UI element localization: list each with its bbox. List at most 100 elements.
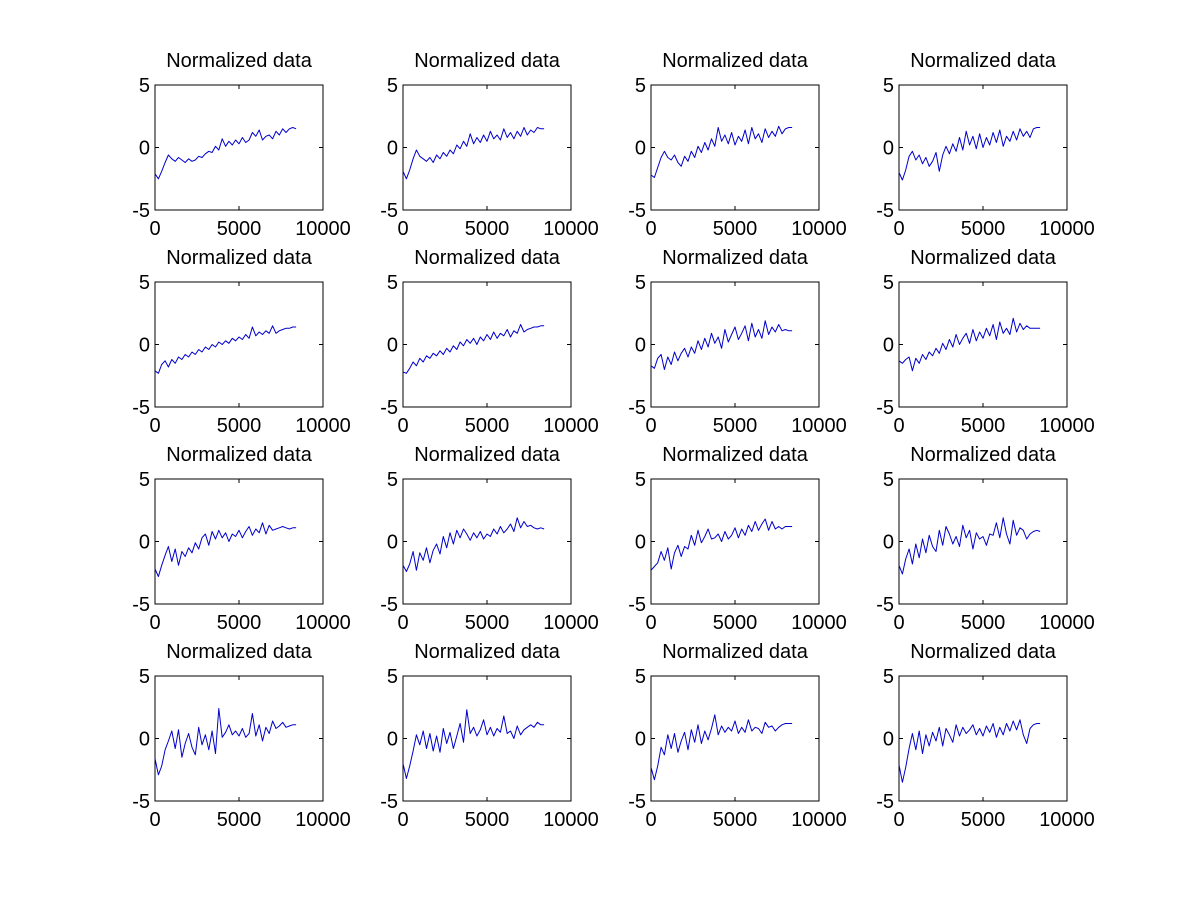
y-tick-label: 5 xyxy=(635,75,646,97)
axes-frame xyxy=(402,84,572,211)
y-tick-label: 0 xyxy=(139,532,150,554)
axes-frame xyxy=(898,281,1068,408)
series-line xyxy=(650,320,793,370)
x-tick-label: 10000 xyxy=(791,809,847,831)
x-tick-label: 0 xyxy=(149,612,160,634)
subplot-title: Normalized data xyxy=(166,50,313,72)
x-tick-label: 0 xyxy=(645,218,656,240)
x-tick-label: 5000 xyxy=(713,612,758,634)
y-tick-label: -5 xyxy=(380,200,398,222)
y-tick-label: -5 xyxy=(628,200,646,222)
x-tick-label: 0 xyxy=(149,809,160,831)
series-line xyxy=(154,127,297,180)
y-tick-label: -5 xyxy=(876,594,894,616)
subplot-title: Normalized data xyxy=(662,50,809,72)
x-tick-label: 10000 xyxy=(295,415,351,437)
x-tick-label: 5000 xyxy=(961,218,1006,240)
y-tick-label: -5 xyxy=(380,791,398,813)
x-tick-label: 10000 xyxy=(791,415,847,437)
subplot-title: Normalized data xyxy=(166,247,313,269)
x-tick-label: 5000 xyxy=(465,612,510,634)
axes-frame xyxy=(402,675,572,802)
series-line xyxy=(402,709,545,779)
y-tick-label: -5 xyxy=(628,791,646,813)
series-line xyxy=(898,127,1041,181)
y-tick-label: 5 xyxy=(883,75,894,97)
series-line xyxy=(650,125,793,178)
y-tick-label: 0 xyxy=(635,532,646,554)
x-tick-label: 10000 xyxy=(543,218,599,240)
subplot-title: Normalized data xyxy=(910,641,1057,663)
series-line xyxy=(898,517,1041,575)
y-tick-label: 5 xyxy=(387,75,398,97)
series-line xyxy=(402,127,545,180)
y-tick-label: 5 xyxy=(139,666,150,688)
subplot-title: Normalized data xyxy=(910,50,1057,72)
x-tick-label: 0 xyxy=(397,809,408,831)
y-tick-label: 5 xyxy=(883,272,894,294)
subplot-title: Normalized data xyxy=(166,444,313,466)
x-tick-label: 10000 xyxy=(1039,415,1095,437)
series-line xyxy=(154,522,297,577)
y-tick-label: -5 xyxy=(876,791,894,813)
y-tick-label: -5 xyxy=(380,397,398,419)
subplot-title: Normalized data xyxy=(910,444,1057,466)
x-tick-label: 5000 xyxy=(961,809,1006,831)
y-tick-label: -5 xyxy=(132,397,150,419)
y-tick-label: 0 xyxy=(883,138,894,160)
x-tick-label: 0 xyxy=(893,612,904,634)
y-tick-label: 0 xyxy=(387,532,398,554)
y-tick-label: -5 xyxy=(380,594,398,616)
y-tick-label: 5 xyxy=(387,272,398,294)
y-tick-label: 0 xyxy=(139,729,150,751)
y-tick-label: 5 xyxy=(635,666,646,688)
y-tick-label: 0 xyxy=(635,729,646,751)
axes-frame xyxy=(402,281,572,408)
axes-frame xyxy=(154,281,324,408)
y-tick-label: 5 xyxy=(139,75,150,97)
subplot-title: Normalized data xyxy=(414,50,561,72)
x-tick-label: 5000 xyxy=(465,809,510,831)
series-line xyxy=(402,517,545,572)
axes-frame xyxy=(154,478,324,605)
y-tick-label: 5 xyxy=(387,469,398,491)
x-tick-label: 0 xyxy=(397,218,408,240)
subplot-title: Normalized data xyxy=(414,444,561,466)
subplot-title: Normalized data xyxy=(662,641,809,663)
y-tick-label: 0 xyxy=(883,335,894,357)
x-tick-label: 0 xyxy=(149,415,160,437)
y-tick-label: 0 xyxy=(883,532,894,554)
y-tick-label: 5 xyxy=(883,469,894,491)
subplot-title: Normalized data xyxy=(662,444,809,466)
x-tick-label: 5000 xyxy=(961,612,1006,634)
series-line xyxy=(402,324,545,374)
series-line xyxy=(650,518,793,571)
x-tick-label: 5000 xyxy=(713,809,758,831)
axes-frame xyxy=(154,84,324,211)
y-tick-label: -5 xyxy=(876,397,894,419)
y-tick-label: 0 xyxy=(635,335,646,357)
axes-frame xyxy=(650,675,820,802)
y-tick-label: -5 xyxy=(628,397,646,419)
x-tick-label: 0 xyxy=(645,415,656,437)
y-tick-label: 5 xyxy=(387,666,398,688)
x-tick-label: 5000 xyxy=(961,415,1006,437)
subplot-title: Normalized data xyxy=(414,641,561,663)
y-tick-label: 0 xyxy=(883,729,894,751)
axes-frame xyxy=(154,675,324,802)
x-tick-label: 5000 xyxy=(217,218,262,240)
subplot-title: Normalized data xyxy=(166,641,313,663)
y-tick-label: 5 xyxy=(139,469,150,491)
y-tick-label: 0 xyxy=(387,138,398,160)
